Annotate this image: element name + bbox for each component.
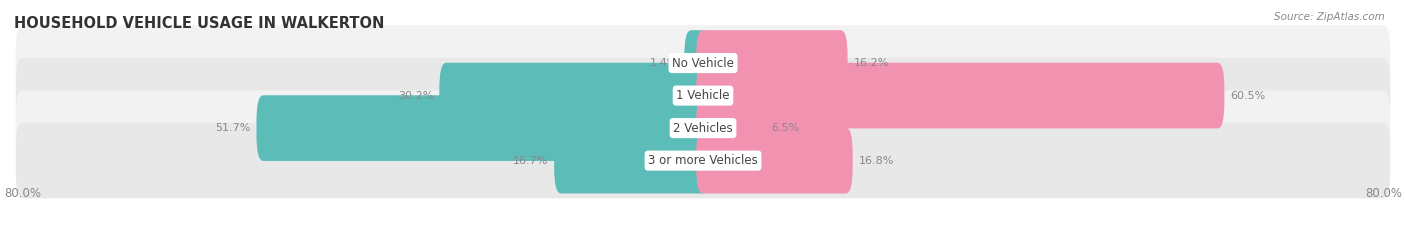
Text: 6.5%: 6.5% xyxy=(770,123,799,133)
Text: 16.8%: 16.8% xyxy=(859,156,894,166)
FancyBboxPatch shape xyxy=(696,30,848,96)
Text: No Vehicle: No Vehicle xyxy=(672,57,734,70)
FancyBboxPatch shape xyxy=(685,30,710,96)
Text: HOUSEHOLD VEHICLE USAGE IN WALKERTON: HOUSEHOLD VEHICLE USAGE IN WALKERTON xyxy=(14,16,384,31)
FancyBboxPatch shape xyxy=(696,95,765,161)
Text: Source: ZipAtlas.com: Source: ZipAtlas.com xyxy=(1274,12,1385,22)
Text: 30.2%: 30.2% xyxy=(398,91,433,101)
FancyBboxPatch shape xyxy=(439,63,710,128)
FancyBboxPatch shape xyxy=(15,123,1391,198)
Text: 16.2%: 16.2% xyxy=(853,58,889,68)
Text: 1 Vehicle: 1 Vehicle xyxy=(676,89,730,102)
Text: 3 or more Vehicles: 3 or more Vehicles xyxy=(648,154,758,167)
Text: 51.7%: 51.7% xyxy=(215,123,250,133)
Text: 1.4%: 1.4% xyxy=(650,58,678,68)
Text: 2 Vehicles: 2 Vehicles xyxy=(673,122,733,135)
FancyBboxPatch shape xyxy=(256,95,710,161)
FancyBboxPatch shape xyxy=(696,63,1225,128)
FancyBboxPatch shape xyxy=(15,25,1391,101)
FancyBboxPatch shape xyxy=(554,128,710,193)
Text: 16.7%: 16.7% xyxy=(513,156,548,166)
Text: 60.5%: 60.5% xyxy=(1230,91,1265,101)
FancyBboxPatch shape xyxy=(15,58,1391,133)
FancyBboxPatch shape xyxy=(15,90,1391,166)
FancyBboxPatch shape xyxy=(696,128,852,193)
